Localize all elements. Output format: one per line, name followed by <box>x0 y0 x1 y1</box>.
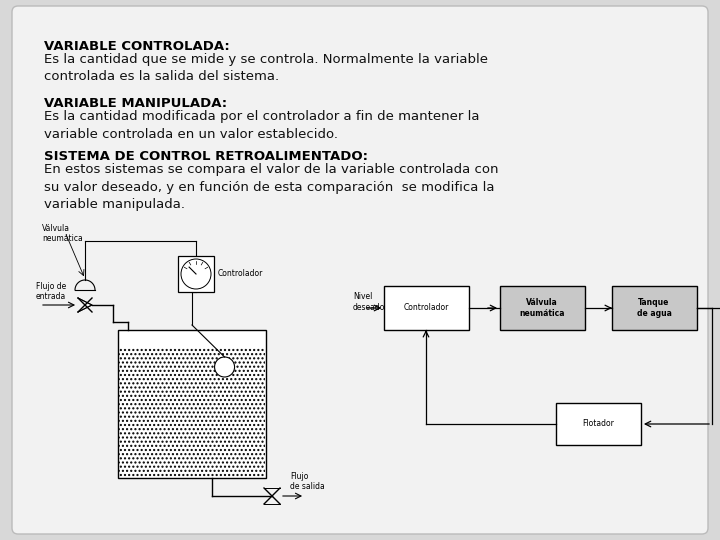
Text: Controlador: Controlador <box>218 269 264 279</box>
Text: En estos sistemas se compara el valor de la variable controlada con
su valor des: En estos sistemas se compara el valor de… <box>44 163 498 211</box>
Circle shape <box>215 357 235 377</box>
Text: Válvula
neumática: Válvula neumática <box>42 224 83 244</box>
Text: SISTEMA DE CONTROL RETROALIMENTADO:: SISTEMA DE CONTROL RETROALIMENTADO: <box>44 150 368 163</box>
Text: Flujo de
entrada: Flujo de entrada <box>36 281 66 301</box>
Bar <box>178 256 214 292</box>
Text: Controlador: Controlador <box>403 303 449 313</box>
Text: Es la cantidad modificada por el controlador a fin de mantener la
variable contr: Es la cantidad modificada por el control… <box>44 110 480 140</box>
Text: Nivel
deseado: Nivel deseado <box>353 292 385 312</box>
Bar <box>118 330 266 478</box>
Text: Tanque
de agua: Tanque de agua <box>636 298 672 318</box>
Text: Flotador: Flotador <box>582 420 614 429</box>
Text: Es la cantidad que se mide y se controla. Normalmente la variable
controlada es : Es la cantidad que se mide y se controla… <box>44 53 488 84</box>
Bar <box>384 286 469 330</box>
Text: Válvula
neumática: Válvula neumática <box>519 298 564 318</box>
Text: VARIABLE CONTROLADA:: VARIABLE CONTROLADA: <box>44 40 230 53</box>
Circle shape <box>181 259 211 289</box>
Text: VARIABLE MANIPULADA:: VARIABLE MANIPULADA: <box>44 97 227 110</box>
Bar <box>119 347 265 477</box>
FancyBboxPatch shape <box>12 6 708 534</box>
Bar <box>612 286 697 330</box>
Bar <box>556 403 641 445</box>
Bar <box>500 286 585 330</box>
Text: Flujo
de salida: Flujo de salida <box>290 471 325 491</box>
